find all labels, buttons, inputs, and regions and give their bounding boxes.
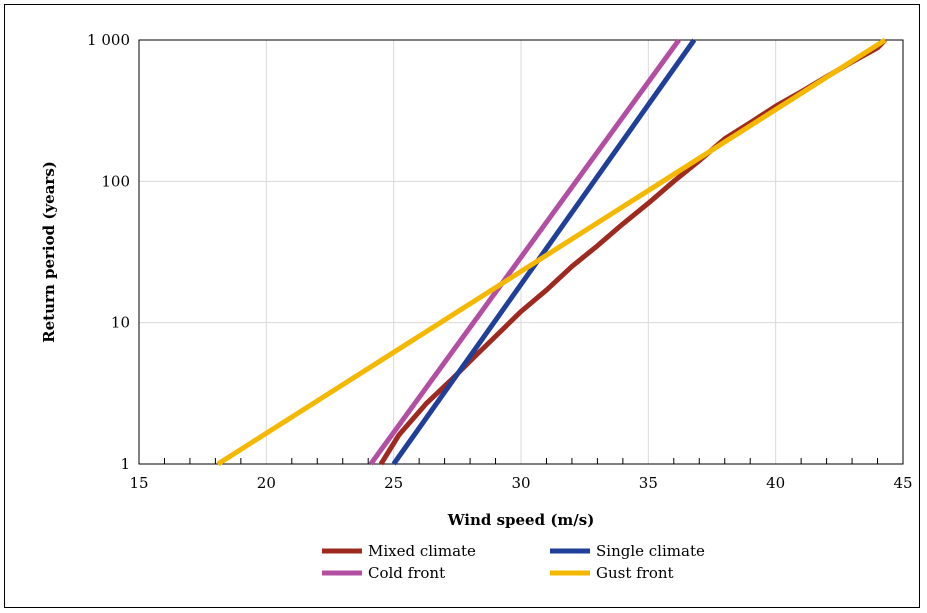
legend-label: Cold front [368, 564, 445, 582]
x-tick-label: 40 [766, 474, 785, 492]
x-tick-label: 20 [257, 474, 276, 492]
series-lines [216, 37, 887, 467]
legend-label: Single climate [596, 542, 705, 560]
y-axis-title: Return period (years) [40, 161, 58, 343]
legend-label: Mixed climate [368, 542, 476, 560]
x-tick-label: 35 [639, 474, 658, 492]
x-tick-label: 15 [129, 474, 148, 492]
legend: Mixed climate Single climate Cold front Gus… [322, 542, 705, 582]
series-line-2 [391, 38, 697, 466]
y-tick-label: 100 [101, 172, 130, 190]
series-line-4 [216, 37, 887, 467]
legend-label: Gust front [596, 564, 674, 582]
y-tick-label: 1 000 [87, 31, 130, 49]
x-axis-title: Wind speed (m/s) [447, 511, 595, 529]
x-tick-label: 45 [893, 474, 912, 492]
y-tick-labels: 1 10 100 1 000 [87, 31, 130, 473]
y-tick-label: 1 [120, 455, 130, 473]
y-tick-label: 10 [111, 314, 130, 332]
x-tick-label: 25 [384, 474, 403, 492]
x-tick-labels: 15 20 25 30 35 40 45 [129, 474, 912, 492]
series-line-3 [368, 38, 681, 466]
plot-area-border [138, 39, 904, 465]
minor-ticks [163, 458, 879, 464]
x-tick-label: 30 [511, 474, 530, 492]
